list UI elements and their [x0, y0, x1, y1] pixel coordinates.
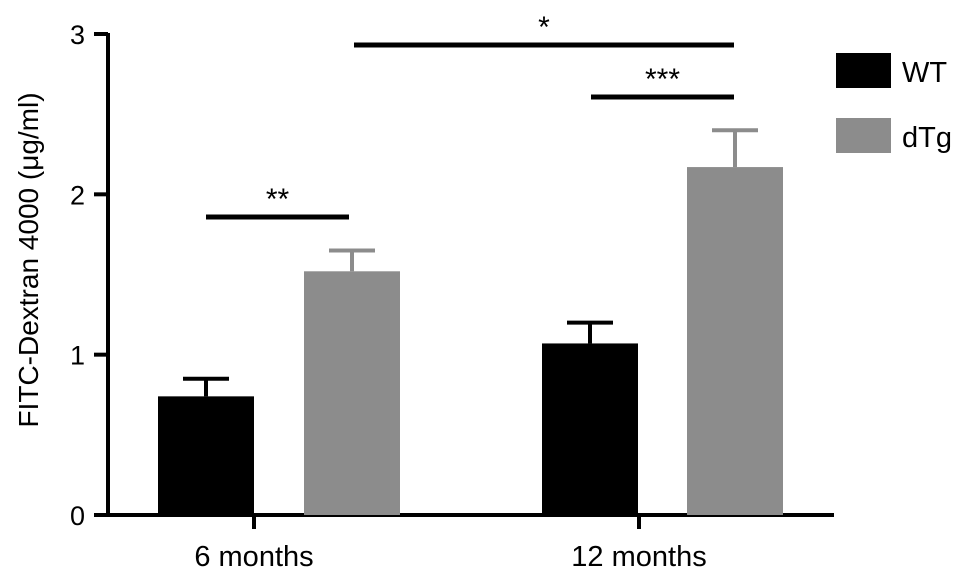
- y-tick-label: 1: [70, 341, 85, 371]
- bar-dTg-0: [304, 271, 400, 515]
- legend: WT dTg: [836, 53, 952, 154]
- bars: [158, 167, 783, 515]
- legend-swatch-dTg: [836, 118, 891, 153]
- y-tick-label: 0: [70, 501, 85, 531]
- error-bars: [183, 128, 758, 397]
- legend-swatch-WT: [836, 53, 891, 88]
- y-axis-label: FITC-Dextran 4000 (μg/ml): [13, 92, 44, 427]
- y-tick-label: 2: [70, 180, 85, 210]
- significance-label: *: [538, 11, 550, 44]
- bar-dTg-1: [687, 167, 783, 515]
- significance-brackets: ******: [206, 11, 734, 220]
- bar-WT-0: [158, 396, 254, 515]
- legend-label-WT: WT: [902, 57, 947, 89]
- significance-label: **: [266, 183, 290, 216]
- x-category-label: 12 months: [571, 541, 706, 573]
- x-category-label: 6 months: [194, 541, 313, 573]
- significance-label: ***: [645, 63, 680, 96]
- y-tick-label: 3: [70, 20, 85, 50]
- y-axis-title: FITC-Dextran 4000 (μg/ml): [13, 92, 44, 427]
- legend-label-dTg: dTg: [902, 122, 952, 154]
- bar-WT-1: [542, 343, 638, 515]
